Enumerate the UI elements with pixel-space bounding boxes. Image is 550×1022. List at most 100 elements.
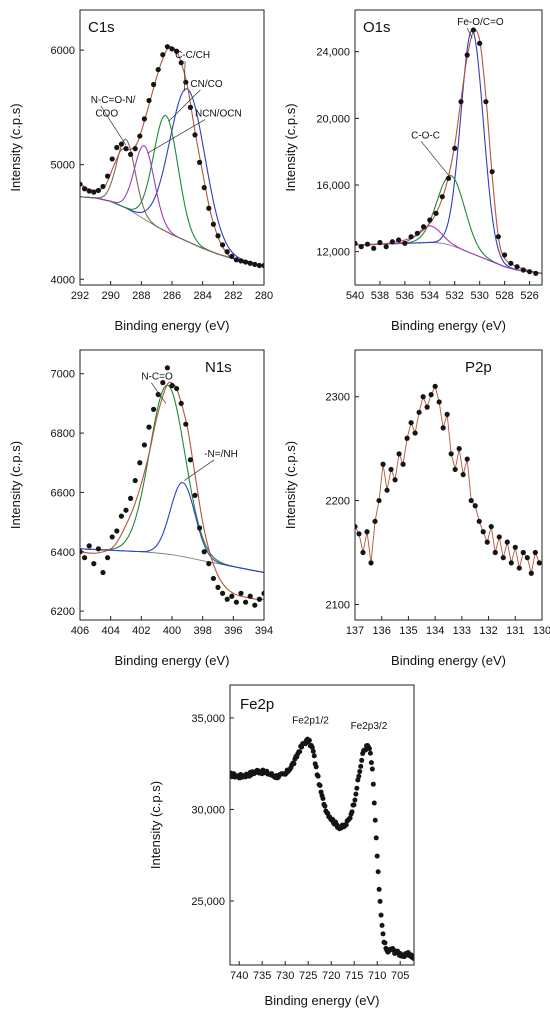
c1s-annotation-leader	[100, 105, 127, 146]
fe2p-data-point	[353, 791, 359, 797]
o1s-y-tick-label: 12,000	[316, 247, 350, 259]
o1s-data-point	[383, 244, 389, 250]
c1s-data-point	[178, 60, 184, 66]
c1s-y-axis-label: Intensity (c.p.s)	[8, 103, 23, 191]
p2p-data-point	[488, 523, 494, 530]
fe2p-peak-annotation: Fe2p3/2	[351, 721, 388, 732]
c1s-y-tick-label: 5000	[51, 160, 75, 172]
p2p-x-tick-label: 131	[506, 625, 524, 637]
fe2p-data-point	[356, 773, 362, 779]
fe2p-data-point	[317, 782, 323, 788]
p2p-y-tick-label: 2200	[326, 496, 350, 508]
n1s-x-tick-label: 396	[224, 625, 242, 637]
o1s-y-tick-label: 20,000	[316, 113, 350, 125]
p2p-data-point	[524, 555, 530, 561]
c1s-x-tick-label: 284	[193, 290, 211, 302]
c1s-data-point	[95, 187, 101, 194]
fe2p-data-point	[309, 744, 315, 750]
n1s-data-point	[155, 391, 161, 398]
o1s-data-point	[358, 244, 364, 250]
fe2p-data-point	[377, 898, 383, 904]
fe2p-panel-title: Fe2p	[240, 696, 274, 713]
c1s-peak-annotation: COO	[95, 109, 118, 120]
o1s-data-point	[452, 145, 458, 151]
o1s-data-point	[526, 269, 533, 275]
o1s-x-tick-label: 526	[520, 290, 538, 302]
n1s-data-point	[146, 424, 152, 430]
fe2p-data-point	[380, 931, 386, 937]
p2p-x-axis-label: Binding energy (eV)	[391, 653, 506, 668]
p2p-data-point	[368, 560, 374, 566]
p2p-data-point	[432, 383, 438, 389]
c1s-peak-annotation: C-C/CH	[175, 50, 210, 61]
o1s-x-tick-label: 532	[446, 290, 464, 302]
o1s-data-point	[458, 99, 464, 105]
fe2p-data-point	[322, 803, 328, 809]
c1s-x-tick-label: 286	[163, 290, 181, 302]
fe2p-data-point	[315, 773, 321, 779]
p2p-data-point	[512, 544, 518, 550]
p2p-data-point	[388, 466, 394, 473]
fe2p-data-point	[297, 749, 303, 755]
p2p-data-point	[412, 430, 418, 436]
c1s-data-point	[80, 181, 83, 187]
n1s-data-point	[105, 555, 111, 561]
fe2p-data-point	[354, 785, 360, 791]
n1s-data-point	[178, 400, 184, 407]
c1s-data-point	[215, 233, 221, 239]
n1s-data-point	[169, 383, 175, 389]
c1s-component-5	[80, 145, 264, 267]
fe2p-plot-frame	[229, 684, 415, 966]
c1s-annotation-leader	[168, 89, 201, 122]
n1s-data-point	[187, 457, 193, 463]
n1s-data-point	[141, 442, 147, 448]
o1s-panel-title: O1s	[363, 19, 391, 36]
n1s-x-tick-label: 398	[193, 625, 211, 637]
p2p-data-point	[396, 451, 402, 457]
o1s-annotation-leader	[466, 27, 473, 39]
c1s-peak-annotation: N-C=O-N/	[91, 95, 136, 106]
n1s-data-point	[201, 549, 207, 555]
n1s-y-tick-label: 7000	[51, 369, 75, 381]
c1s-panel-title: C1s	[88, 19, 115, 36]
p2p-y-tick-label: 2300	[326, 392, 350, 404]
fe2p-data-point	[368, 760, 374, 766]
fe2p-data-point	[291, 761, 297, 767]
n1s-data-point	[261, 590, 264, 596]
fe2p-data-point	[411, 956, 414, 962]
c1s-y-tick-label: 4000	[51, 274, 75, 286]
fe2p-x-tick-label: 705	[391, 970, 409, 982]
fe2p-data-point	[359, 757, 365, 763]
c1s-component-6	[80, 138, 264, 267]
p2p-x-tick-label: 135	[399, 625, 417, 637]
n1s-data-point	[164, 365, 170, 371]
n1s-data-point	[252, 602, 258, 608]
fe2p-data-point	[379, 922, 385, 928]
o1s-data-point	[520, 267, 526, 273]
fe2p-data-point	[375, 869, 381, 875]
c1s-annotation-leader	[183, 61, 186, 92]
n1s-data-point	[91, 561, 97, 567]
p2p-y-axis-label: Intensity (c.p.s)	[283, 441, 298, 529]
fe2p-x-tick-label: 715	[345, 970, 363, 982]
fe2p-data-point	[349, 809, 355, 815]
c1s-data-point	[137, 133, 143, 139]
c1s-data-point	[86, 188, 92, 194]
o1s-data-point	[489, 169, 495, 175]
c1s-x-tick-label: 280	[255, 290, 273, 302]
p2p-data-point	[468, 497, 474, 504]
o1s-component-5	[355, 225, 542, 274]
o1s-data-point	[439, 194, 445, 200]
n1s-x-tick-label: 402	[132, 625, 150, 637]
n1s-data-point	[206, 561, 212, 567]
p2p-data-point	[532, 549, 538, 556]
c1s-data-point	[114, 144, 120, 151]
p2p-data-point	[364, 529, 370, 535]
p2p-data-point	[504, 539, 510, 545]
o1s-data-point	[364, 241, 371, 247]
n1s-component-4	[80, 482, 264, 574]
p2p-data-point	[416, 409, 422, 415]
o1s-x-axis-label: Binding energy (eV)	[391, 318, 506, 333]
p2p-panel: 137 136 135 134 133 132 131 130 2100 2200 2300 P2p B…	[283, 349, 550, 668]
